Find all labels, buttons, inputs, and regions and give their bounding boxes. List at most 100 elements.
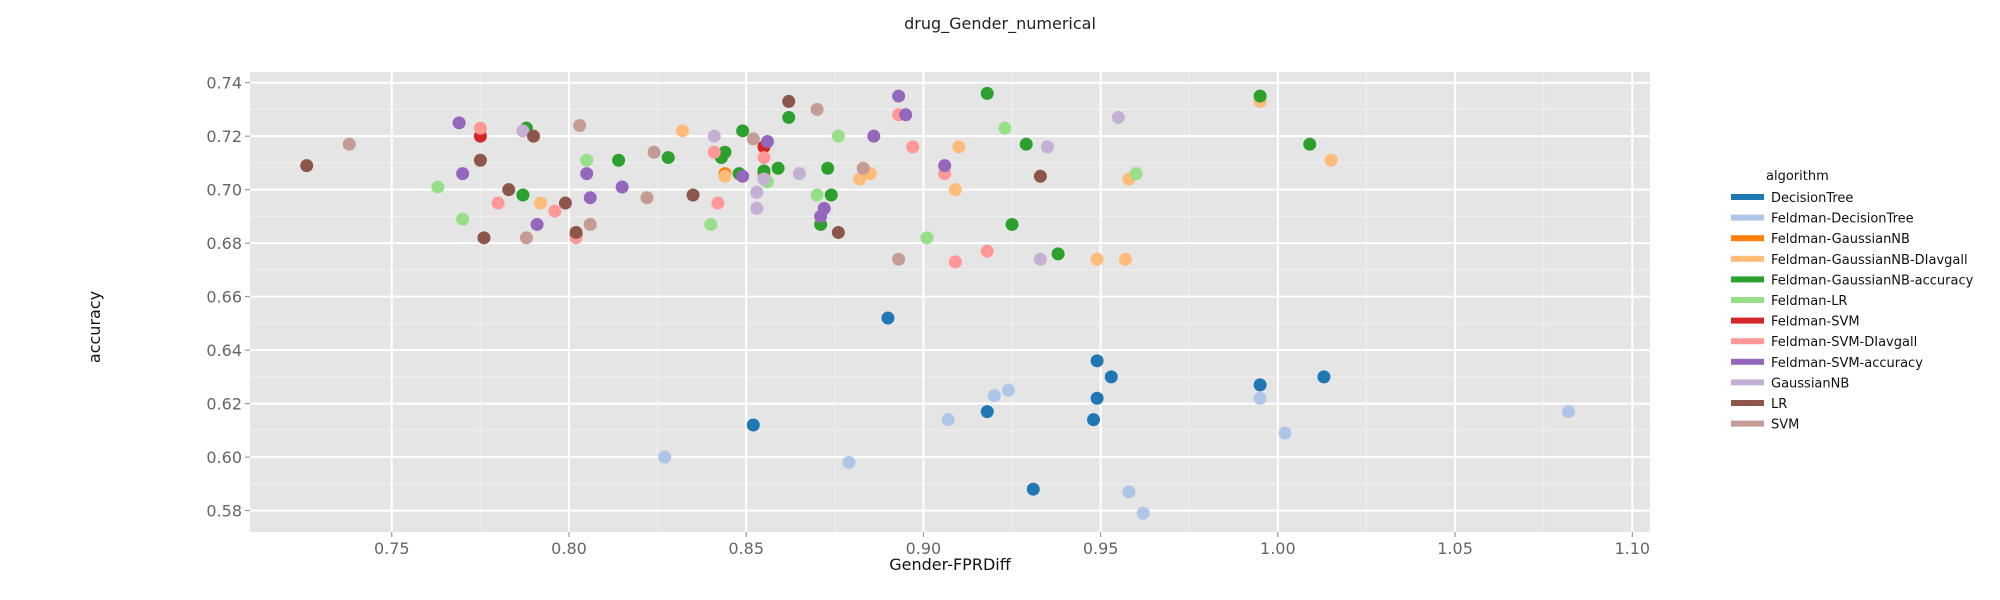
data-point (750, 201, 764, 215)
data-point (718, 169, 732, 183)
data-point (831, 225, 845, 239)
data-point (824, 188, 838, 202)
data-point (881, 311, 895, 325)
data-point (573, 118, 587, 132)
data-point (548, 204, 562, 218)
legend-entry: Feldman-SVM-accuracy (1771, 356, 1923, 371)
data-point (583, 217, 597, 231)
data-point (704, 217, 718, 231)
data-point (856, 161, 870, 175)
legend-entry: GaussianNB (1771, 376, 1849, 391)
legend-entry: Feldman-DecisionTree (1771, 212, 1914, 227)
data-point (686, 188, 700, 202)
data-point (771, 161, 785, 175)
legend-entry: Feldman-GaussianNB (1771, 232, 1910, 247)
data-point (456, 167, 470, 181)
data-point (1005, 217, 1019, 231)
data-point (1561, 405, 1575, 419)
y-tick-label: 0.62 (206, 395, 242, 414)
legend: algorithm DecisionTree Feldman-DecisionTr… (1731, 169, 1974, 433)
y-tick-label: 0.68 (206, 234, 242, 253)
data-points (300, 86, 1575, 520)
data-point (941, 413, 955, 427)
data-point (707, 145, 721, 159)
data-point (534, 196, 548, 210)
data-point (980, 86, 994, 100)
data-point (1090, 354, 1104, 368)
data-point (736, 169, 750, 183)
legend-title: algorithm (1766, 169, 1829, 184)
x-tick-label: 1.10 (1614, 539, 1650, 558)
data-point (473, 121, 487, 135)
data-point (1090, 252, 1104, 266)
x-tick-label: 0.75 (374, 539, 410, 558)
data-point (473, 153, 487, 167)
legend-entry: LR (1771, 397, 1787, 412)
legend-swatch (1731, 379, 1764, 386)
data-point (516, 188, 530, 202)
data-point (810, 102, 824, 116)
data-point (519, 231, 533, 245)
data-point (853, 172, 867, 186)
data-point (1303, 137, 1317, 151)
data-point (456, 212, 470, 226)
data-point (782, 110, 796, 124)
y-tick-label: 0.74 (206, 74, 242, 93)
x-tick-label: 1.05 (1437, 539, 1473, 558)
data-point (1040, 140, 1054, 154)
data-point (1001, 383, 1015, 397)
data-point (1129, 167, 1143, 181)
data-point (342, 137, 356, 151)
y-axis-label: accuracy (85, 291, 104, 363)
y-tick-label: 0.66 (206, 288, 242, 307)
data-point (711, 196, 725, 210)
legend-swatch (1731, 297, 1764, 303)
data-point (580, 153, 594, 167)
data-point (707, 129, 721, 143)
data-point (980, 244, 994, 258)
y-tick-label: 0.64 (206, 341, 242, 360)
data-point (1253, 89, 1267, 103)
data-point (1278, 426, 1292, 440)
data-point (1253, 378, 1267, 392)
data-point (757, 151, 771, 165)
data-point (502, 183, 516, 197)
data-point (583, 191, 597, 205)
data-point (1317, 370, 1331, 384)
y-tick-label: 0.60 (206, 448, 242, 467)
legend-swatch (1731, 235, 1764, 242)
data-point (1051, 247, 1065, 261)
data-point (640, 191, 654, 205)
data-point (792, 167, 806, 181)
legend-swatch (1731, 276, 1764, 283)
data-point (1033, 169, 1047, 183)
data-point (842, 455, 856, 469)
data-point (1026, 482, 1040, 496)
data-point (1118, 252, 1132, 266)
data-point (569, 225, 583, 239)
data-point (1090, 391, 1104, 405)
data-point (987, 389, 1001, 403)
data-point (831, 129, 845, 143)
data-point (782, 94, 796, 108)
data-point (952, 140, 966, 154)
data-point (647, 145, 661, 159)
legend-entry: Feldman-LR (1771, 294, 1847, 309)
legend-swatch (1731, 214, 1764, 221)
legend-swatch (1731, 338, 1764, 345)
data-point (998, 121, 1012, 135)
legend-entry: Feldman-SVM (1771, 315, 1860, 330)
data-point (658, 450, 672, 464)
data-point (1087, 413, 1101, 427)
data-point (516, 124, 530, 138)
y-tick-label: 0.70 (206, 181, 242, 200)
x-tick-label: 0.85 (728, 539, 764, 558)
grid (250, 72, 1650, 532)
data-point (300, 159, 314, 173)
data-point (1104, 370, 1118, 384)
y-tick-label: 0.72 (206, 127, 242, 146)
data-point (892, 252, 906, 266)
data-point (1324, 153, 1338, 167)
data-point (1122, 485, 1136, 499)
